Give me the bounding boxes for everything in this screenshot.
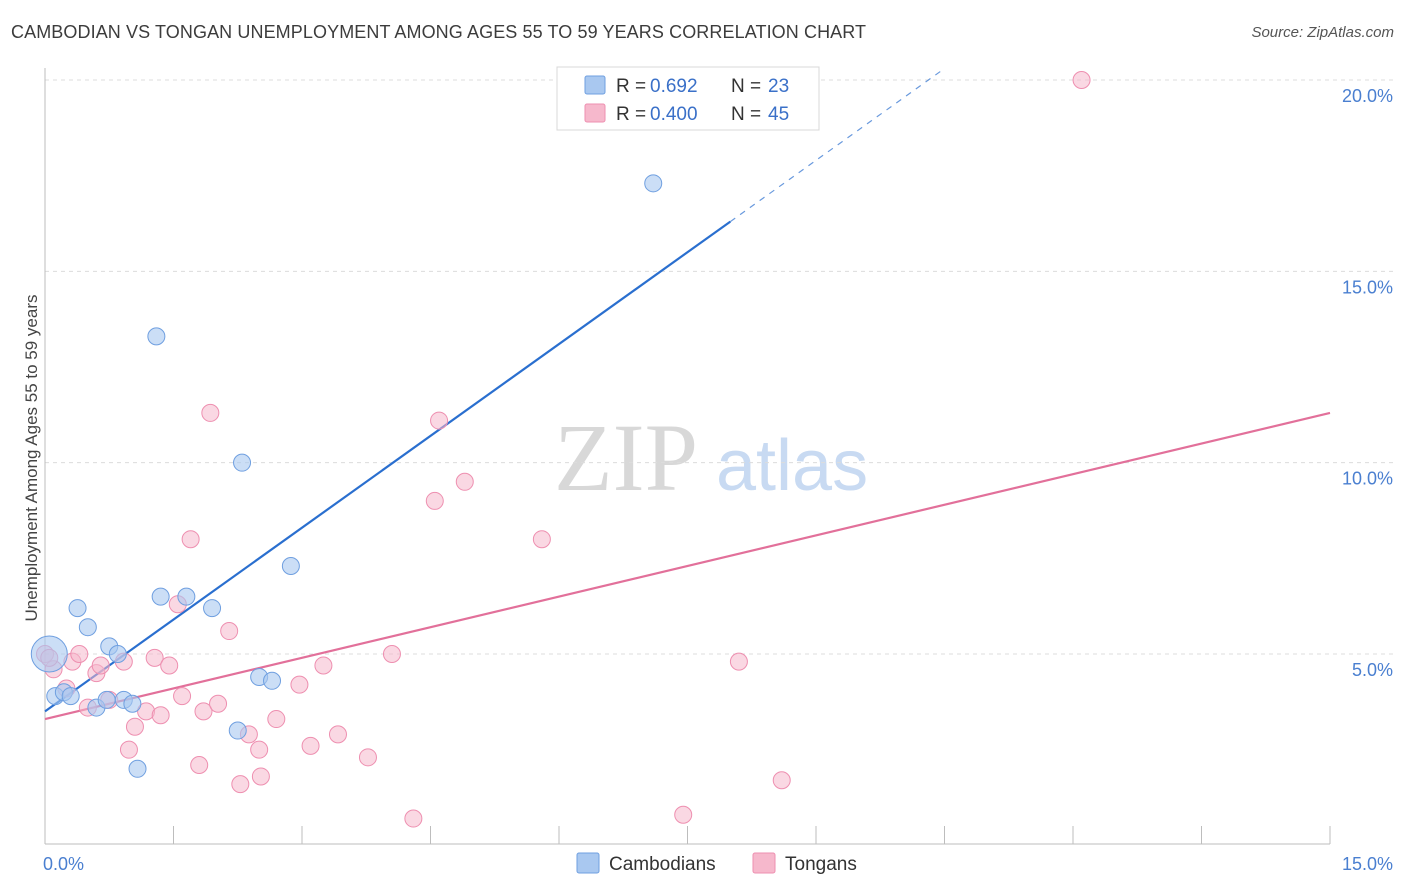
point-tongans-9 <box>119 740 138 759</box>
point-tongans-25 <box>250 740 269 759</box>
y-axis-label: Unemployment Among Ages 55 to 59 years <box>22 295 41 622</box>
y-tick-label-1: 10.0% <box>1342 469 1393 489</box>
watermark: ZIP atlas <box>554 404 868 511</box>
x-tick-label-0: 0.0% <box>43 854 84 874</box>
y-tick-labels: 5.0% 10.0% 15.0% 20.0% <box>1342 86 1393 680</box>
point-tongans-20 <box>201 403 220 422</box>
point-tongans-36 <box>425 491 444 510</box>
point-tongans-14 <box>160 656 179 675</box>
point-tongans-38 <box>532 530 551 549</box>
y-tick-label-2: 15.0% <box>1342 277 1393 297</box>
point-tongans-37 <box>455 472 474 491</box>
point-cambodians-0 <box>30 635 68 673</box>
point-cambodians-7 <box>97 690 116 709</box>
legend-bottom-swatch-cambodians <box>576 852 600 874</box>
point-cambodians-21 <box>281 556 300 575</box>
point-tongans-42 <box>1072 71 1091 89</box>
point-tongans-32 <box>358 748 377 767</box>
point-cambodians-22 <box>644 174 663 193</box>
point-tongans-10 <box>125 717 144 736</box>
point-tongans-41 <box>772 771 791 790</box>
axes <box>44 68 1331 845</box>
point-cambodians-15 <box>177 587 196 606</box>
point-tongans-26 <box>251 767 270 786</box>
trendline-cambodians-extension <box>729 68 945 223</box>
point-tongans-33 <box>382 645 401 663</box>
legend-top: R = 0.692 N = 23 R = 0.400 N = 45 <box>556 66 820 131</box>
point-tongans-28 <box>290 675 309 694</box>
point-tongans-39 <box>674 805 693 824</box>
point-tongans-34 <box>404 809 423 828</box>
point-cambodians-16 <box>203 599 222 618</box>
legend-r-value-tongans: 0.400 <box>650 104 698 125</box>
point-tongans-16 <box>173 687 192 706</box>
legend-n-value-cambodians: 23 <box>768 76 789 97</box>
y-tick-label-3: 20.0% <box>1342 86 1393 106</box>
x-tick-label-1: 15.0% <box>1342 854 1393 874</box>
point-tongans-22 <box>220 622 239 641</box>
legend-bottom-tongans: Tongans <box>785 854 857 875</box>
point-tongans-6 <box>91 656 110 675</box>
point-cambodians-4 <box>68 599 87 618</box>
legend-bottom-cambodians: Cambodians <box>609 854 716 875</box>
legend-swatch-cambodians <box>584 75 606 95</box>
x-tick-labels: 0.0% 15.0% <box>43 854 1393 874</box>
legend-r-label-cambodians: R = <box>616 76 646 97</box>
point-cambodians-20 <box>263 671 282 690</box>
legend-bottom: Cambodians Tongans <box>576 852 857 875</box>
point-tongans-12 <box>145 648 164 667</box>
point-cambodians-9 <box>108 645 127 663</box>
legend-swatch-tongans <box>584 103 606 123</box>
source-label: Source: ZipAtlas.com <box>1251 24 1394 41</box>
point-tongans-40 <box>729 652 748 671</box>
point-tongans-27 <box>267 710 286 729</box>
point-tongans-21 <box>209 694 228 713</box>
point-tongans-23 <box>231 775 250 794</box>
point-tongans-17 <box>181 530 200 549</box>
point-cambodians-13 <box>147 327 166 346</box>
point-tongans-18 <box>190 755 209 774</box>
point-cambodians-3 <box>61 687 80 706</box>
point-cambodians-11 <box>123 694 142 713</box>
legend-r-label-tongans: R = <box>616 104 646 125</box>
point-tongans-3 <box>70 645 89 663</box>
watermark-zip: ZIP <box>554 404 698 511</box>
point-tongans-29 <box>301 736 320 755</box>
trendline-cambodians <box>44 220 731 713</box>
point-tongans-19 <box>194 702 213 721</box>
legend-r-value-cambodians: 0.692 <box>650 76 698 97</box>
point-cambodians-14 <box>151 587 170 606</box>
point-tongans-13 <box>151 706 170 725</box>
point-cambodians-17 <box>228 721 247 740</box>
legend-bottom-swatch-tongans <box>752 852 776 874</box>
legend-n-label-tongans: N = <box>731 104 761 125</box>
point-cambodians-5 <box>78 618 97 637</box>
chart-title: CAMBODIAN VS TONGAN UNEMPLOYMENT AMONG A… <box>11 22 867 42</box>
point-tongans-30 <box>314 656 333 675</box>
point-tongans-31 <box>328 725 347 744</box>
point-cambodians-12 <box>128 759 147 778</box>
y-tick-label-0: 5.0% <box>1352 660 1393 680</box>
point-tongans-35 <box>430 411 449 430</box>
legend-n-value-tongans: 45 <box>768 104 789 125</box>
legend-n-label-cambodians: N = <box>731 76 761 97</box>
trend-lines <box>44 68 1331 721</box>
point-cambodians-18 <box>233 453 252 472</box>
data-points <box>30 71 1091 828</box>
watermark-atlas: atlas <box>716 426 868 506</box>
